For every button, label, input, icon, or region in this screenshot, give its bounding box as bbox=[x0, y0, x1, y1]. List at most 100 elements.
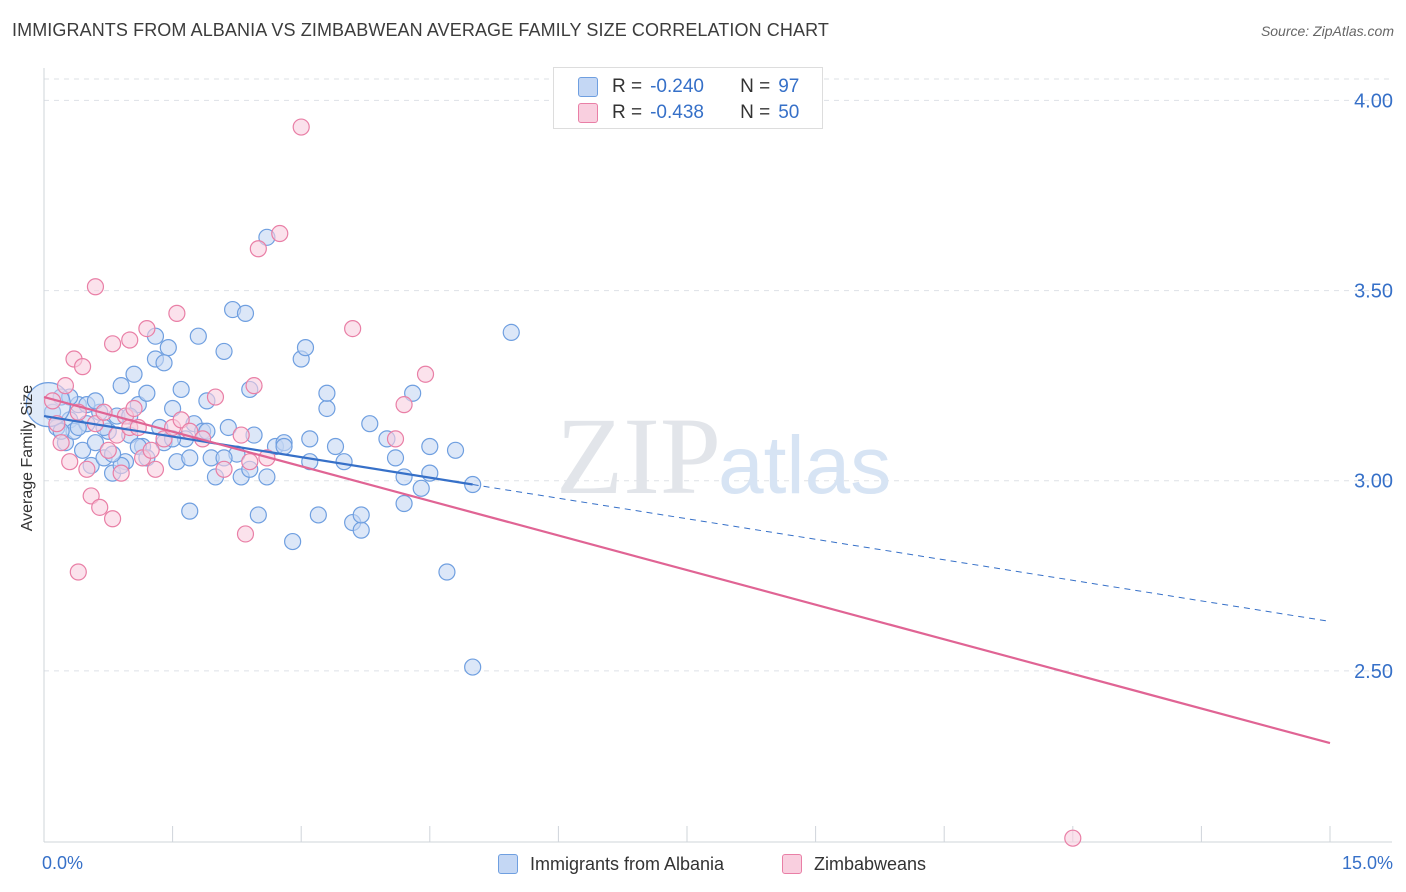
stats-box: R = -0.240 N = 97 R = -0.438 N = 50 bbox=[553, 67, 823, 129]
data-point bbox=[103, 510, 122, 528]
data-point bbox=[159, 339, 177, 357]
data-point bbox=[206, 388, 225, 406]
data-point bbox=[344, 320, 362, 338]
data-point bbox=[395, 396, 413, 414]
data-point bbox=[99, 441, 117, 459]
data-point bbox=[146, 460, 165, 478]
albania-r-value: -0.240 bbox=[650, 76, 704, 97]
data-point bbox=[168, 304, 186, 322]
data-point bbox=[241, 453, 259, 471]
legend-label-zimbabwean: Zimbabweans bbox=[814, 853, 927, 874]
data-point bbox=[301, 430, 319, 448]
data-point bbox=[464, 658, 482, 676]
data-point bbox=[215, 460, 233, 478]
y-tick-label: 2.50 bbox=[1354, 661, 1393, 683]
n-label: N = bbox=[740, 102, 771, 123]
data-point bbox=[91, 498, 109, 516]
legend-item-zimbabwean[interactable]: Zimbabweans bbox=[782, 852, 926, 876]
data-point bbox=[86, 278, 105, 296]
watermark-zip: ZIP bbox=[556, 395, 721, 517]
data-point bbox=[56, 377, 75, 395]
data-point bbox=[309, 506, 327, 524]
data-point bbox=[1064, 829, 1082, 847]
data-point bbox=[249, 506, 267, 524]
data-point bbox=[155, 354, 173, 372]
data-point bbox=[335, 453, 353, 471]
data-point bbox=[502, 323, 520, 342]
data-point bbox=[82, 487, 100, 505]
data-point bbox=[421, 437, 439, 456]
data-point bbox=[103, 335, 122, 353]
data-point bbox=[232, 426, 250, 444]
albania-n-value: 97 bbox=[778, 76, 800, 97]
albania-swatch bbox=[578, 77, 598, 97]
zimbabwean-trend-line bbox=[43, 395, 1331, 745]
albania-trend-extension bbox=[472, 484, 1331, 622]
albania-trend-line bbox=[43, 414, 473, 486]
data-point bbox=[181, 502, 199, 520]
data-point bbox=[258, 468, 276, 486]
legend-item-albania[interactable]: Immigrants from Albania bbox=[498, 852, 724, 876]
r-label: R = bbox=[612, 76, 643, 97]
data-point bbox=[138, 384, 156, 402]
data-point bbox=[318, 384, 336, 402]
data-point bbox=[404, 384, 422, 402]
data-point bbox=[181, 449, 199, 467]
data-point bbox=[172, 380, 190, 399]
data-point bbox=[249, 240, 267, 258]
data-point bbox=[236, 304, 255, 322]
data-point bbox=[296, 339, 315, 357]
y-axis-title: Average Family Size bbox=[19, 384, 36, 532]
data-point bbox=[172, 411, 190, 429]
data-point bbox=[438, 563, 456, 581]
data-point bbox=[271, 224, 289, 243]
axes bbox=[43, 68, 1392, 843]
source-label: Source: ZipAtlas.com bbox=[1260, 23, 1394, 39]
legend-swatch-zimbabwean bbox=[782, 854, 802, 874]
r-label: R = bbox=[612, 102, 643, 123]
data-point bbox=[352, 506, 370, 524]
data-point bbox=[61, 453, 79, 471]
data-point bbox=[236, 525, 255, 543]
stats-row-zimbabwean: R = -0.438 N = 50 bbox=[578, 101, 799, 125]
data-point bbox=[86, 392, 105, 410]
x-tick-label: 0.0% bbox=[42, 853, 83, 873]
data-point bbox=[361, 415, 379, 433]
data-point bbox=[395, 494, 413, 513]
data-point bbox=[416, 365, 435, 383]
data-point bbox=[73, 358, 92, 376]
data-point bbox=[164, 399, 182, 418]
data-point bbox=[86, 434, 105, 452]
data-point bbox=[318, 399, 336, 418]
stats-row-albania: R = -0.240 N = 97 bbox=[578, 75, 799, 99]
data-point bbox=[284, 532, 302, 551]
data-point bbox=[245, 377, 263, 395]
data-point bbox=[386, 430, 405, 448]
data-point bbox=[112, 377, 130, 395]
y-tick-label: 3.50 bbox=[1354, 281, 1393, 303]
data-point bbox=[125, 399, 143, 418]
watermark-atlas: atlas bbox=[718, 420, 891, 511]
data-point bbox=[215, 342, 233, 361]
data-point bbox=[189, 327, 207, 345]
data-point bbox=[326, 437, 345, 456]
data-point bbox=[219, 418, 237, 437]
trend-lines bbox=[43, 395, 1331, 745]
y-tick-label: 3.00 bbox=[1354, 471, 1393, 493]
zimbabwean-r-value: -0.438 bbox=[650, 102, 704, 123]
data-point bbox=[78, 460, 96, 478]
x-tick-label: 15.0% bbox=[1342, 853, 1393, 873]
data-point bbox=[52, 434, 70, 452]
data-point bbox=[121, 331, 139, 349]
y-tick-label: 4.00 bbox=[1354, 90, 1393, 112]
data-point bbox=[125, 365, 143, 383]
data-point bbox=[73, 441, 92, 459]
n-label: N = bbox=[740, 76, 771, 97]
data-point bbox=[69, 563, 87, 581]
legend-swatch-albania bbox=[498, 854, 518, 874]
data-point bbox=[386, 449, 405, 467]
data-point bbox=[112, 464, 130, 482]
data-point bbox=[395, 468, 413, 486]
data-point bbox=[352, 521, 370, 539]
